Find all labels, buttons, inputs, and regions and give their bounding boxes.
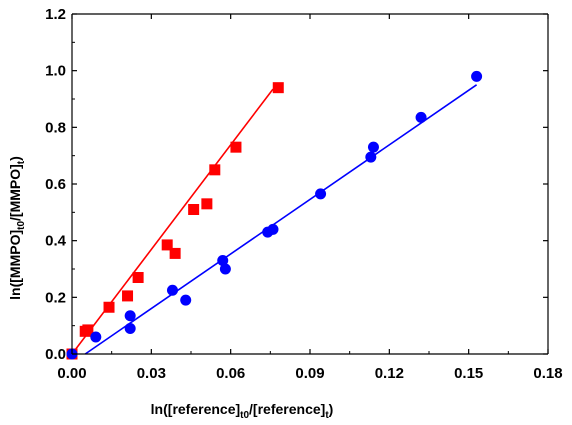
data-point-circle bbox=[415, 111, 427, 123]
data-point-square bbox=[209, 164, 221, 176]
data-point-circle bbox=[166, 284, 178, 296]
data-point-circle bbox=[124, 323, 136, 334]
data-point-square bbox=[169, 247, 181, 259]
axes-layer bbox=[71, 13, 549, 355]
x-tick-label: 0.18 bbox=[533, 365, 562, 382]
data-point-circle bbox=[267, 223, 279, 235]
data-point-square bbox=[201, 198, 213, 210]
data-point-circle bbox=[124, 310, 136, 322]
data-point-square bbox=[122, 290, 134, 302]
y-tick-label: 1.2 bbox=[45, 6, 66, 23]
x-axis-title: ln([reference]t0/[reference]t) bbox=[151, 401, 334, 421]
data-point-square bbox=[161, 239, 173, 251]
data-point-circle bbox=[90, 331, 102, 343]
y-tick-label: 0.2 bbox=[45, 289, 66, 306]
y-tick-label: 0.8 bbox=[45, 119, 66, 136]
data-point-square bbox=[272, 82, 284, 94]
data-point-square bbox=[82, 324, 94, 336]
y-axis-title: ln([MMPO]t0/[MMPO]t) bbox=[7, 156, 27, 300]
data-point-circle bbox=[217, 255, 229, 266]
data-point-circle bbox=[367, 141, 379, 153]
x-tick-label: 0.06 bbox=[216, 365, 245, 382]
y-tick-label: 0.4 bbox=[45, 233, 67, 250]
data-point-square bbox=[103, 301, 115, 313]
data-point-square bbox=[230, 141, 242, 153]
x-tick-label: 0.09 bbox=[295, 365, 324, 382]
data-point-square bbox=[132, 272, 144, 283]
labels-layer: 0.00 0.03 0.06 0.09 0.12 0.15 0.18 0.0 0.2 0.4 0.6… bbox=[45, 6, 562, 382]
fit-line-1 bbox=[84, 84, 478, 355]
y-tick-label: 0.0 bbox=[45, 346, 66, 363]
data-point-circle bbox=[365, 151, 377, 163]
y-tick-label: 0.6 bbox=[45, 176, 66, 193]
x-tick-label: 0.00 bbox=[57, 365, 86, 382]
data-point-circle bbox=[219, 263, 231, 275]
data-point-circle bbox=[471, 70, 483, 82]
data-point-square bbox=[188, 204, 200, 215]
x-tick-label: 0.12 bbox=[375, 365, 404, 382]
series-layer bbox=[66, 70, 483, 360]
data-point-circle bbox=[180, 294, 192, 306]
x-tick-label: 0.03 bbox=[137, 365, 166, 382]
y-tick-label: 1.0 bbox=[45, 63, 66, 80]
x-tick-label: 0.15 bbox=[454, 365, 483, 382]
data-point-circle bbox=[315, 188, 327, 200]
